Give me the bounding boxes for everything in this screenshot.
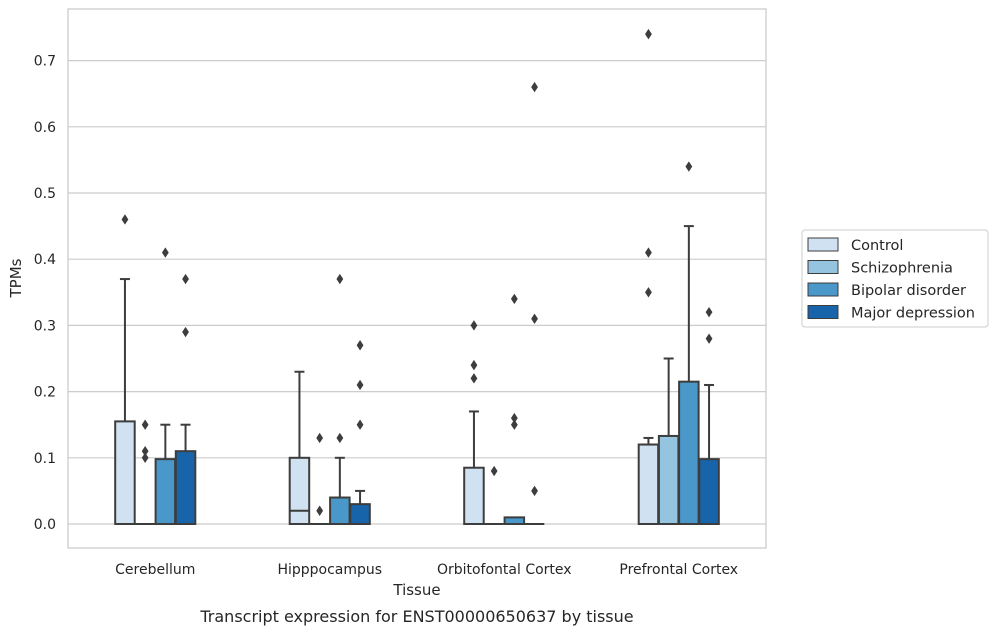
outlier-point xyxy=(645,28,652,40)
legend-swatch xyxy=(807,305,839,319)
outlier-point xyxy=(685,161,693,172)
outlier-point xyxy=(645,247,652,258)
box-control xyxy=(637,28,660,525)
outlier-point xyxy=(336,273,344,285)
legend-frame xyxy=(801,229,989,328)
outlier-point xyxy=(141,419,149,430)
y-tick-label: 0.3 xyxy=(34,318,56,334)
x-tick-label: Orbitofontal Cortex xyxy=(437,562,572,578)
box xyxy=(637,443,660,525)
legend-label: Control xyxy=(851,238,903,254)
box xyxy=(288,456,311,525)
legend-label: Bipolar disorder xyxy=(851,283,966,299)
legend-label: Major depression xyxy=(851,306,975,322)
box-schizophrenia xyxy=(135,419,155,525)
outlier-point xyxy=(316,432,324,444)
outlier-point xyxy=(336,432,344,444)
outlier-point xyxy=(182,326,189,338)
box-control xyxy=(463,320,485,526)
y-axis-ticks: 0.0 0.1 0.2 0.3 0.4 0.5 0.6 0.7 xyxy=(34,54,56,533)
box xyxy=(154,458,177,525)
box xyxy=(329,496,351,525)
outlier-point xyxy=(356,419,364,430)
legend-swatch xyxy=(807,260,839,274)
outlier-point xyxy=(705,333,713,344)
legend: Control Schizophrenia Bipolar disorder Majo… xyxy=(801,229,989,328)
outlier-point xyxy=(356,379,364,391)
outlier-point xyxy=(645,287,652,298)
box-major-depression xyxy=(349,340,371,526)
outlier-point xyxy=(141,452,149,463)
x-tick-label: Hipppocampus xyxy=(277,562,382,578)
legend-label: Schizophrenia xyxy=(851,261,953,277)
outlier-point xyxy=(182,273,189,285)
outlier-point xyxy=(141,445,149,457)
box-bipolar-disorder xyxy=(503,293,526,526)
box xyxy=(114,420,136,526)
box-major-depression xyxy=(698,306,720,525)
box-major-depression xyxy=(524,81,545,525)
outlier-point xyxy=(531,81,538,93)
box-major-depression xyxy=(174,273,197,525)
x-axis-label: Tissue xyxy=(392,581,440,599)
y-tick-label: 0.7 xyxy=(34,54,56,70)
box-bipolar-disorder xyxy=(329,273,351,525)
outlier-point xyxy=(510,419,518,430)
x-tick-label: Cerebellum xyxy=(115,562,195,578)
y-axis-label: TPMs xyxy=(7,258,25,298)
y-tick-label: 0.4 xyxy=(34,252,56,268)
outlier-point xyxy=(531,485,538,497)
box-control xyxy=(114,214,136,526)
box-bipolar-disorder xyxy=(154,247,177,525)
box xyxy=(657,434,680,526)
outlier-point xyxy=(316,505,324,516)
box-schizophrenia xyxy=(309,432,330,525)
box-schizophrenia xyxy=(657,357,680,526)
outlier-point xyxy=(161,247,169,258)
outlier-point xyxy=(470,320,478,331)
chart-caption: Transcript expression for ENST0000065063… xyxy=(199,607,633,626)
box xyxy=(349,503,371,526)
outlier-point xyxy=(470,373,478,384)
legend-swatch xyxy=(807,237,839,252)
outlier-point xyxy=(531,313,538,324)
box xyxy=(174,450,197,525)
outlier-point xyxy=(490,465,498,477)
box-bipolar-disorder xyxy=(678,161,700,526)
outlier-point xyxy=(705,306,713,318)
y-tick-label: 0.5 xyxy=(34,186,56,202)
box xyxy=(678,380,700,526)
box-control xyxy=(288,370,311,525)
box xyxy=(698,458,720,525)
plot-area-frame xyxy=(67,8,767,549)
box-layer xyxy=(114,28,720,526)
outlier-point xyxy=(470,359,478,371)
legend-swatch xyxy=(807,282,839,297)
outlier-point xyxy=(356,340,364,351)
x-tick-label: Prefrontal Cortex xyxy=(619,562,738,578)
y-tick-label: 0.1 xyxy=(34,451,56,467)
outlier-point xyxy=(121,214,129,225)
outlier-point xyxy=(510,412,518,424)
box-schizophrenia xyxy=(484,465,504,525)
outlier-point xyxy=(510,293,518,305)
box xyxy=(463,466,485,526)
x-axis-ticks: Cerebellum Hipppocampus Orbitofontal Corte… xyxy=(115,562,738,578)
y-tick-label: 0.6 xyxy=(34,120,56,136)
y-tick-label: 0.0 xyxy=(34,517,56,533)
y-tick-label: 0.2 xyxy=(34,385,56,401)
